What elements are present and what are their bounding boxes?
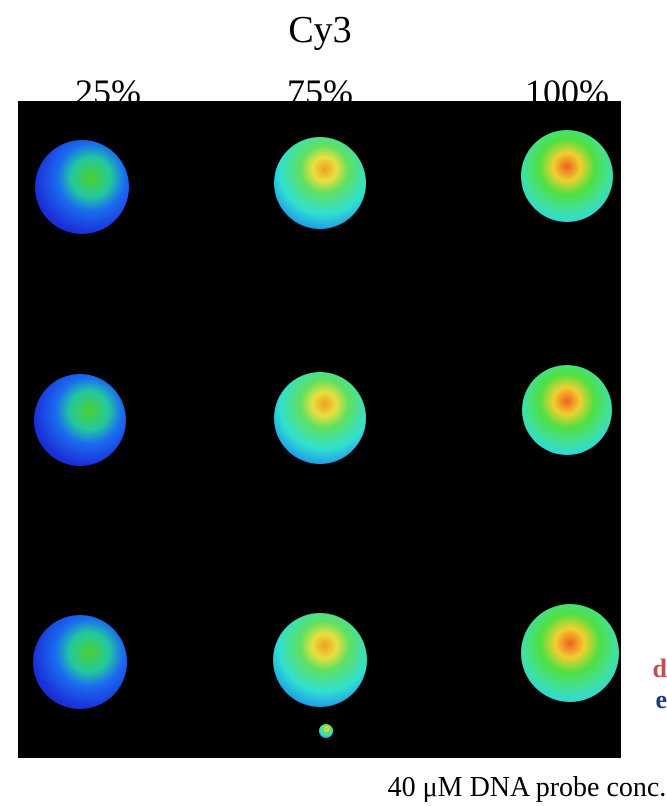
figure: Cy3 25% 75% 100% d e 40 μM DNA probe con… bbox=[0, 0, 667, 806]
spot bbox=[273, 613, 367, 707]
spot bbox=[521, 130, 613, 222]
spot bbox=[33, 615, 127, 709]
spot bbox=[274, 372, 366, 464]
side-label: d bbox=[653, 654, 667, 683]
spot bbox=[274, 137, 366, 229]
side-label: e bbox=[655, 685, 667, 714]
spot bbox=[34, 374, 126, 466]
spot bbox=[521, 604, 619, 702]
caption: 40 μM DNA probe conc. bbox=[388, 772, 667, 803]
spot bbox=[319, 724, 333, 738]
title: Cy3 bbox=[288, 9, 351, 51]
spot bbox=[522, 365, 612, 455]
spot bbox=[35, 140, 129, 234]
